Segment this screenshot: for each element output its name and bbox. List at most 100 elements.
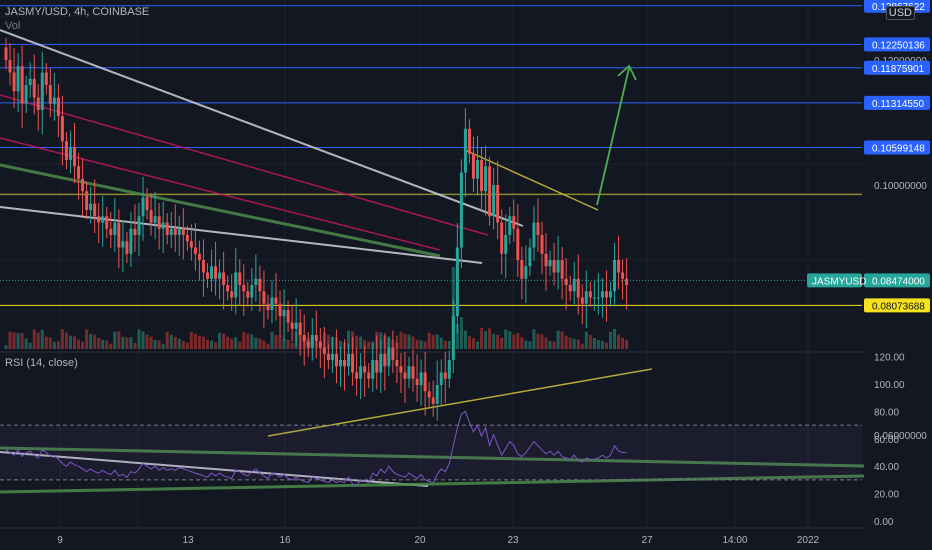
volume-bar: [157, 340, 161, 349]
candle-body: [484, 166, 488, 192]
candle-body: [459, 172, 463, 248]
candle-body: [548, 260, 552, 267]
candle-body: [286, 310, 290, 323]
rsi-white-trendline: [0, 451, 429, 487]
candle-body: [435, 385, 439, 404]
x-tick-label: 9: [57, 535, 63, 546]
candle-body: [516, 228, 520, 260]
candle-body: [367, 372, 371, 379]
volume-bar: [85, 329, 89, 349]
volume-bar: [97, 337, 101, 349]
candle-body: [625, 278, 629, 285]
candle-body: [314, 335, 318, 342]
candle-body: [471, 153, 475, 179]
candle-body: [609, 291, 612, 298]
volume-bar: [73, 336, 77, 349]
candle-body: [274, 297, 278, 304]
volume-bar: [93, 334, 97, 349]
volume-bar: [540, 334, 544, 349]
candle-body: [524, 266, 528, 279]
volume-bar: [363, 339, 367, 349]
candle-body: [201, 260, 205, 273]
candle-body: [137, 216, 141, 235]
candle-body: [596, 297, 600, 299]
white-trendline-upper: [0, 29, 524, 227]
candle-body: [463, 128, 467, 173]
volume-bar: [592, 338, 596, 349]
candle-body: [532, 222, 536, 248]
candle-body: [310, 335, 314, 348]
candle-body: [347, 353, 351, 367]
candle-body: [318, 341, 322, 348]
candle-body: [278, 303, 282, 317]
volume-bar: [484, 331, 488, 349]
volume-bar: [613, 329, 617, 349]
volume-bar: [439, 337, 443, 349]
price-level-label: 0.08073688: [872, 301, 925, 312]
volume-bar: [129, 337, 133, 349]
candle-body: [588, 291, 592, 298]
candle-body: [419, 372, 423, 385]
candle-body: [395, 360, 399, 367]
volume-bar: [81, 341, 85, 349]
candle-body: [266, 303, 270, 310]
candle-body: [306, 341, 310, 348]
volume-bar: [617, 334, 621, 349]
volume-bar: [133, 342, 137, 349]
volume-bar: [326, 334, 330, 349]
candle-body: [298, 322, 302, 335]
candle-body: [343, 360, 347, 367]
candle-body: [246, 291, 250, 298]
candle-body: [206, 272, 209, 279]
volume-bar: [197, 335, 201, 349]
volume-bar: [520, 337, 524, 349]
volume-bar: [60, 329, 64, 349]
volume-bar: [580, 343, 584, 349]
volume-bar: [447, 341, 451, 349]
candle-body: [173, 228, 177, 235]
candle-body: [218, 272, 222, 279]
currency-badge[interactable]: USD: [885, 6, 915, 20]
volume-bar: [286, 339, 290, 349]
volume-bar: [556, 330, 560, 349]
candle-body: [508, 216, 512, 235]
candle-body: [101, 216, 105, 223]
candle-body: [451, 316, 455, 360]
candle-body: [447, 360, 451, 379]
candle-body: [407, 366, 411, 379]
volume-bar: [367, 341, 371, 349]
volume-bar: [399, 331, 403, 349]
volume-bar: [459, 317, 463, 349]
candle-body: [133, 228, 137, 235]
candle-body: [359, 366, 363, 379]
candle-body: [121, 241, 125, 248]
volume-bar: [423, 341, 427, 349]
candle-body: [153, 216, 157, 223]
candle-body: [326, 353, 330, 360]
volume-bar: [576, 339, 580, 349]
symbol-label: JASMYUSD: [812, 276, 866, 287]
rsi-panel: [0, 410, 862, 486]
green-trendline: [0, 163, 441, 258]
candle-body: [290, 322, 294, 329]
rsi-tick-label: 80.00: [874, 407, 899, 418]
candle-body: [600, 291, 604, 298]
candle-body: [439, 372, 443, 385]
candle-body: [105, 216, 109, 229]
candle-body: [560, 260, 564, 279]
time-axis: 9 13 16 20 23 27 14:00 2022: [0, 527, 864, 546]
price-level-badge: [864, 37, 930, 52]
volume-bar: [254, 337, 258, 349]
volume-bar: [101, 339, 105, 349]
volume-bar: [145, 334, 149, 349]
volume-bar: [28, 342, 32, 349]
candle-body: [222, 272, 226, 285]
rsi-line: [5, 410, 627, 486]
price-level-badge: [864, 140, 930, 155]
volume-bar: [621, 337, 625, 349]
volume-bar: [443, 340, 447, 349]
volume-bar: [411, 336, 415, 349]
candle-body: [544, 253, 548, 267]
candle-body: [193, 247, 197, 254]
